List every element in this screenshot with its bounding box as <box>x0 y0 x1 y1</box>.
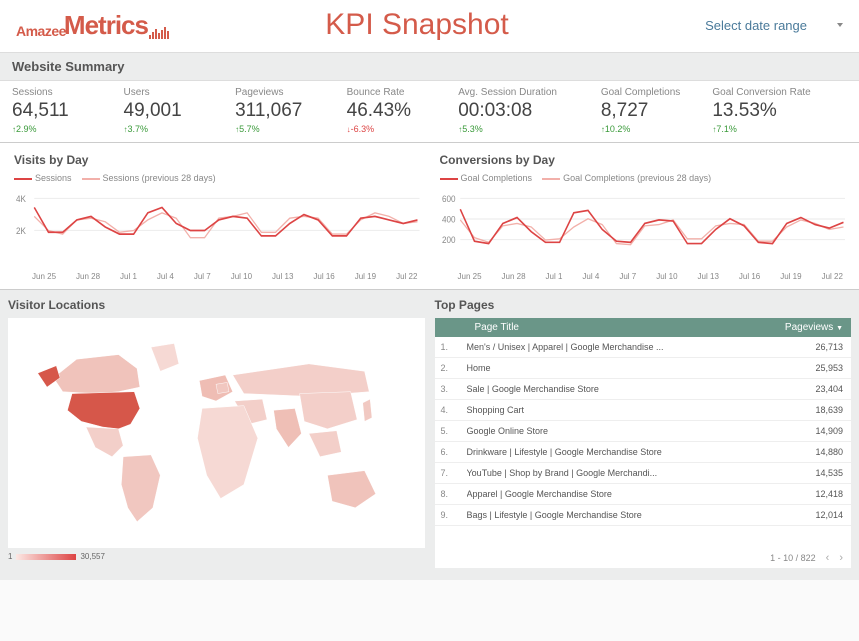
world-map <box>8 318 425 548</box>
visits-chart-svg: 4K 2K <box>14 187 420 267</box>
table-body: 1.Men's / Unisex | Apparel | Google Merc… <box>435 337 852 548</box>
charts-row: Visits by Day Sessions Sessions (previou… <box>0 143 859 290</box>
visits-xaxis: Jun 25Jun 28Jul 1Jul 4Jul 7Jul 10Jul 13J… <box>14 270 420 281</box>
top-pages-title: Top Pages <box>435 298 852 312</box>
table-row[interactable]: 9.Bags | Lifestyle | Google Merchandise … <box>435 505 852 526</box>
kpi-pageviews: Pageviews311,0675.7% <box>235 87 339 134</box>
th-pageviews[interactable]: Pageviews ▼ <box>773 322 843 333</box>
table-row[interactable]: 7.YouTube | Shop by Brand | Google Merch… <box>435 463 852 484</box>
pagination-label: 1 - 10 / 822 <box>770 553 816 563</box>
chevron-down-icon <box>837 23 843 27</box>
table-row[interactable]: 5.Google Online Store14,909 <box>435 421 852 442</box>
visits-legend: Sessions Sessions (previous 28 days) <box>14 173 420 183</box>
kpi-goal-conversion-rate: Goal Conversion Rate13.53%7.1% <box>712 87 847 134</box>
header: Amazee Metrics KPI Snapshot Select date … <box>0 0 859 52</box>
table-footer: 1 - 10 / 822 ‹ › <box>435 548 852 568</box>
kpi-summary-row: Sessions64,5112.9%Users49,0013.7%Pagevie… <box>0 81 859 143</box>
table-row[interactable]: 6.Drinkware | Lifestyle | Google Merchan… <box>435 442 852 463</box>
logo-amazee: Amazee <box>16 23 66 39</box>
visitor-locations-panel: Visitor Locations 1 30,557 <box>0 290 433 580</box>
svg-text:600: 600 <box>442 193 456 204</box>
conversions-chart-svg: 600 400 200 <box>440 187 846 267</box>
th-page-title[interactable]: Page Title <box>475 322 774 333</box>
logo-bars-icon <box>149 25 169 39</box>
table-row[interactable]: 2.Home25,953 <box>435 358 852 379</box>
table-header: Page Title Pageviews ▼ <box>435 318 852 337</box>
summary-header: Website Summary <box>0 52 859 81</box>
table-row[interactable]: 3.Sale | Google Merchandise Store23,404 <box>435 379 852 400</box>
visitor-locations-title: Visitor Locations <box>8 298 425 312</box>
conversions-chart: Conversions by Day Goal Completions Goal… <box>434 147 852 285</box>
next-page-button[interactable]: › <box>839 552 843 564</box>
svg-text:400: 400 <box>442 214 456 225</box>
table-row[interactable]: 1.Men's / Unisex | Apparel | Google Merc… <box>435 337 852 358</box>
logo: Amazee Metrics <box>16 10 169 41</box>
top-pages-table: Page Title Pageviews ▼ 1.Men's / Unisex … <box>435 318 852 568</box>
prev-page-button[interactable]: ‹ <box>826 552 830 564</box>
map-gradient-icon <box>16 554 76 560</box>
world-map-svg <box>26 336 406 531</box>
kpi-goal-completions: Goal Completions8,72710.2% <box>601 87 705 134</box>
map-scale: 1 30,557 <box>8 552 425 561</box>
kpi-sessions: Sessions64,5112.9% <box>12 87 116 134</box>
kpi-bounce-rate: Bounce Rate46.43%-6.3% <box>347 87 451 134</box>
conversions-legend: Goal Completions Goal Completions (previ… <box>440 173 846 183</box>
lower-row: Visitor Locations 1 30,557 Top Pages Pag… <box>0 290 859 580</box>
kpi-avg-session-duration: Avg. Session Duration00:03:085.3% <box>458 87 593 134</box>
conversions-xaxis: Jun 25Jun 28Jul 1Jul 4Jul 7Jul 10Jul 13J… <box>440 270 846 281</box>
svg-text:2K: 2K <box>16 225 26 236</box>
visits-chart-title: Visits by Day <box>14 153 420 167</box>
date-range-selector[interactable]: Select date range <box>705 18 843 33</box>
date-range-label: Select date range <box>705 18 807 33</box>
svg-text:4K: 4K <box>16 193 26 204</box>
top-pages-panel: Top Pages Page Title Pageviews ▼ 1.Men's… <box>433 290 859 580</box>
svg-text:200: 200 <box>442 235 456 246</box>
conversions-chart-title: Conversions by Day <box>440 153 846 167</box>
visits-chart: Visits by Day Sessions Sessions (previou… <box>8 147 426 285</box>
kpi-users: Users49,0013.7% <box>124 87 228 134</box>
table-row[interactable]: 8.Apparel | Google Merchandise Store12,4… <box>435 484 852 505</box>
table-row[interactable]: 4.Shopping Cart18,639 <box>435 400 852 421</box>
logo-metrics: Metrics <box>64 10 148 41</box>
page-title: KPI Snapshot <box>325 8 508 42</box>
